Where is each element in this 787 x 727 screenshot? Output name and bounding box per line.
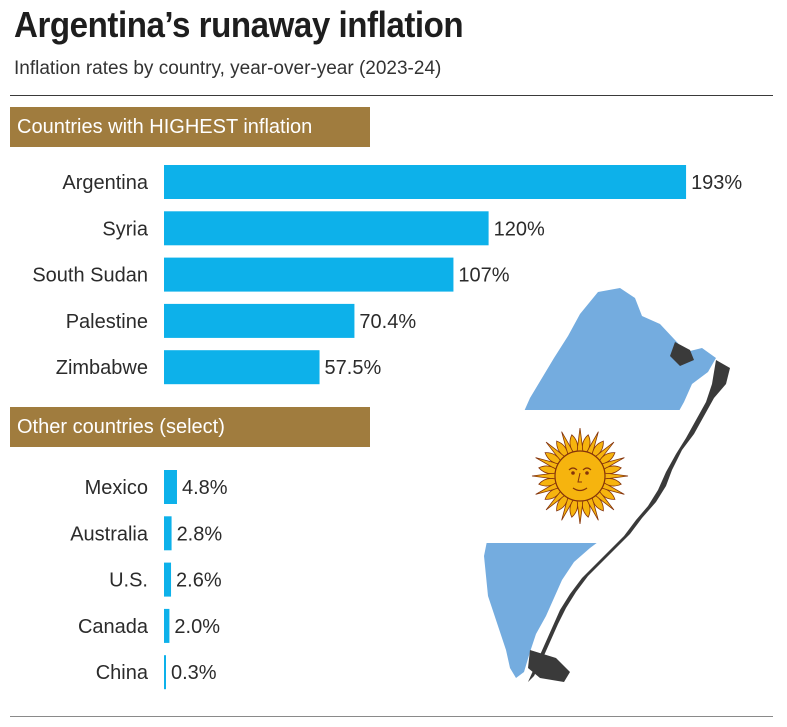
category-label-argentina: Argentina bbox=[62, 172, 148, 194]
category-label-australia: Australia bbox=[70, 523, 149, 545]
bar-china bbox=[164, 655, 166, 690]
bottom-divider bbox=[10, 716, 773, 717]
chart-title: Argentina’s runaway inflation bbox=[14, 4, 464, 45]
value-label-south-sudan: 107% bbox=[458, 265, 509, 287]
top-divider bbox=[10, 95, 773, 96]
category-label-china: China bbox=[96, 662, 149, 684]
value-label-mexico: 4.8% bbox=[182, 477, 228, 499]
value-label-u-s: 2.6% bbox=[176, 570, 222, 592]
value-label-australia: 2.8% bbox=[177, 523, 223, 545]
category-label-canada: Canada bbox=[78, 616, 149, 638]
argentina-flag-map-icon bbox=[484, 288, 730, 682]
bar-south-sudan bbox=[164, 257, 454, 292]
value-label-argentina: 193% bbox=[691, 172, 742, 194]
value-label-china: 0.3% bbox=[171, 662, 217, 684]
value-label-palestine: 70.4% bbox=[359, 311, 416, 333]
category-label-south-sudan: South Sudan bbox=[32, 265, 148, 287]
category-label-mexico: Mexico bbox=[85, 477, 148, 499]
bar-australia bbox=[164, 516, 172, 551]
category-label-u-s: U.S. bbox=[109, 570, 148, 592]
value-label-zimbabwe: 57.5% bbox=[325, 357, 382, 379]
bar-canada bbox=[164, 608, 170, 643]
bar-zimbabwe bbox=[164, 350, 320, 385]
chart-subtitle: Inflation rates by country, year-over-ye… bbox=[14, 58, 442, 79]
bar-palestine bbox=[164, 303, 355, 338]
section-header-other: Other countries (select) bbox=[10, 407, 370, 447]
category-label-syria: Syria bbox=[102, 218, 148, 240]
section-header-highest: Countries with HIGHEST inflation bbox=[10, 107, 370, 147]
bar-syria bbox=[164, 211, 489, 246]
category-label-zimbabwe: Zimbabwe bbox=[56, 357, 148, 379]
bar-argentina bbox=[164, 165, 687, 199]
value-label-canada: 2.0% bbox=[174, 616, 220, 638]
bar-u-s bbox=[164, 562, 172, 597]
category-label-palestine: Palestine bbox=[66, 311, 148, 333]
bar-mexico bbox=[164, 470, 177, 504]
value-label-syria: 120% bbox=[494, 218, 545, 240]
